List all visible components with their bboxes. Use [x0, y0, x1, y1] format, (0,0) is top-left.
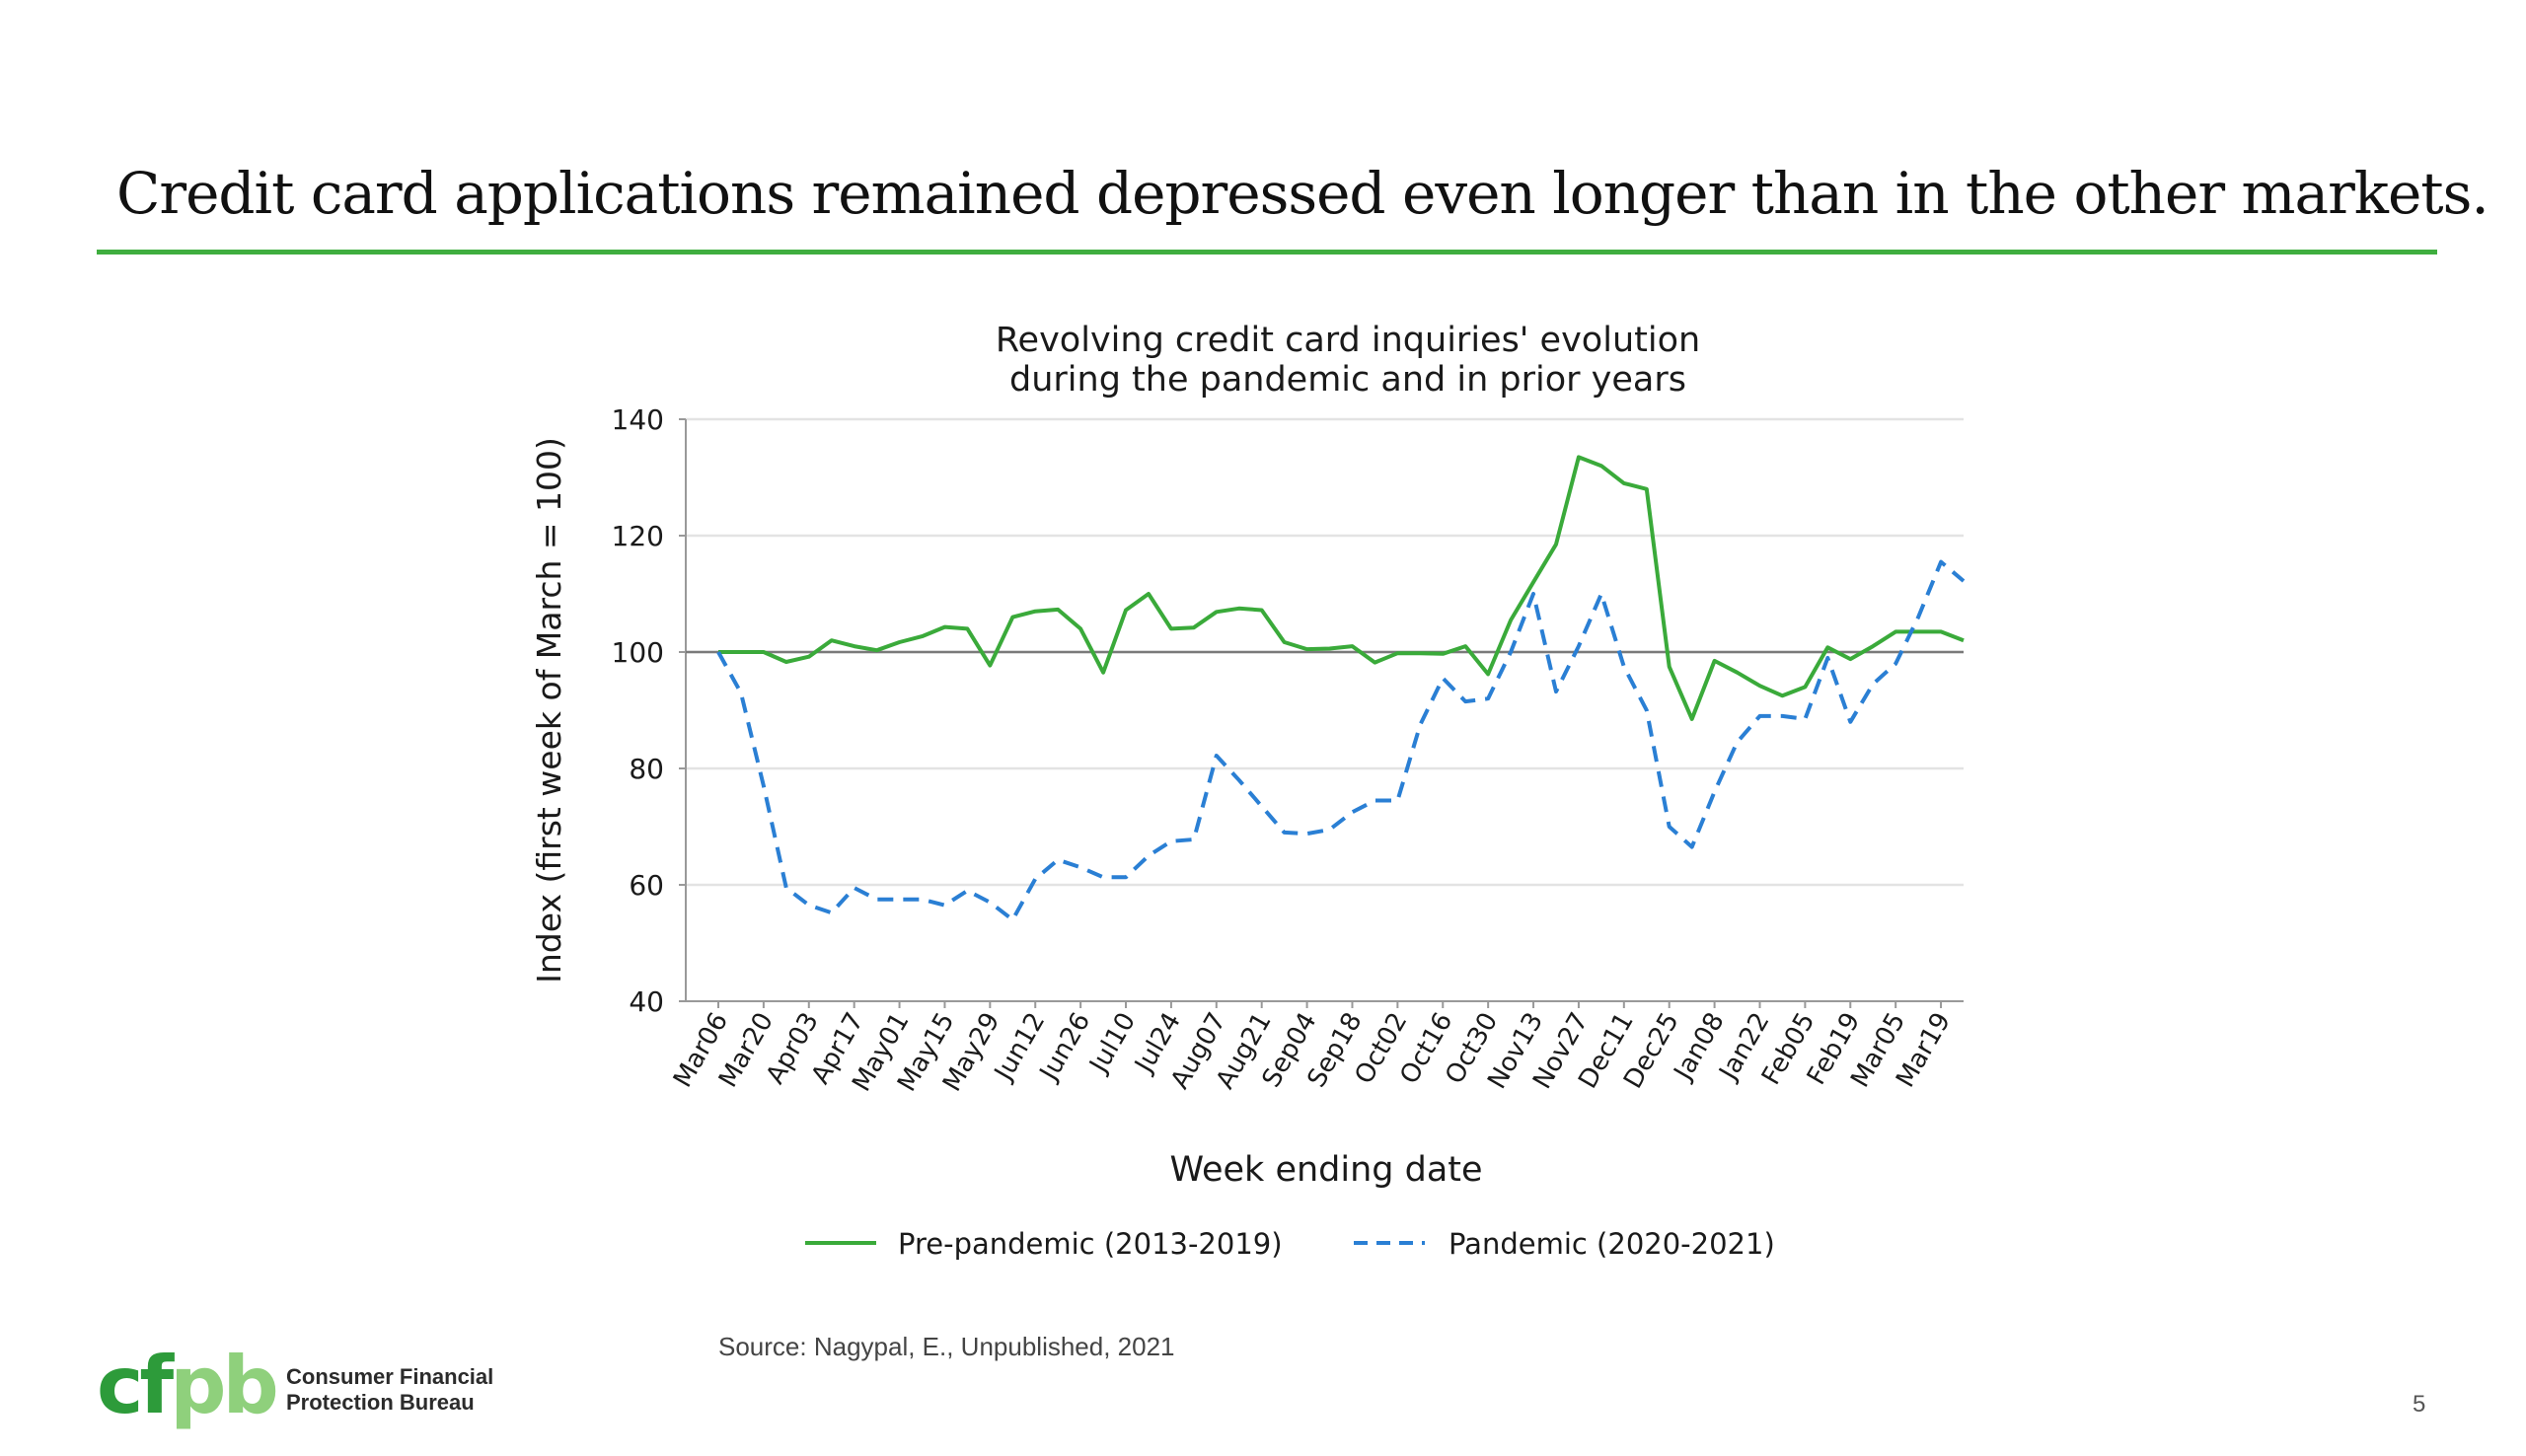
legend-label-pandemic: Pandemic (2020-2021) [1449, 1227, 1775, 1261]
cfpb-logo: cfpb Consumer Financial Protection Burea… [97, 1347, 511, 1435]
series-layer [716, 455, 1966, 922]
y-tick-label-40: 40 [629, 985, 664, 1018]
y-tick-label-120: 120 [612, 520, 664, 552]
logo-name-line1: Consumer Financial [286, 1364, 494, 1389]
y-axis-label: Index (first week of March = 100) [530, 437, 568, 983]
chart-title-line2: during the pandemic and in prior years [1009, 360, 1686, 400]
x-axis-label: Week ending date [1169, 1150, 1482, 1190]
y-tick-label-100: 100 [612, 636, 664, 669]
y-tick-label-80: 80 [629, 753, 664, 785]
source-note: Source: Nagypal, E., Unpublished, 2021 [718, 1332, 1175, 1361]
chart-title-line1: Revolving credit card inquiries' evoluti… [996, 321, 1700, 360]
y-tick-label-60: 60 [629, 869, 664, 902]
series-line-pre-pandemic [718, 455, 1965, 721]
logo-mark: cfpb [97, 1340, 279, 1431]
legend: Pre-pandemic (2013-2019) Pandemic (2020-… [805, 1227, 1775, 1261]
legend-label-pre-pandemic: Pre-pandemic (2013-2019) [898, 1227, 1283, 1261]
series-line-pandemic [716, 559, 1966, 922]
y-tick-label-140: 140 [612, 403, 664, 436]
title-divider [97, 250, 2437, 255]
y-axis-ticks: 40 60 80 100 120 140 [612, 403, 686, 1018]
logo-name-line2: Protection Bureau [286, 1390, 475, 1415]
slide-title: Credit card applications remained depres… [116, 160, 2489, 227]
x-axis-ticks: Mar06Mar20Apr03Apr17May01May15May29Jun12… [668, 1001, 1957, 1097]
line-chart: Revolving credit card inquiries' evoluti… [530, 321, 1966, 1261]
logo-agency-name: Consumer Financial Protection Bureau [286, 1364, 523, 1416]
x-tick-label-Jul10: Jul10 [1083, 1008, 1142, 1080]
page-number: 5 [2413, 1391, 2426, 1418]
